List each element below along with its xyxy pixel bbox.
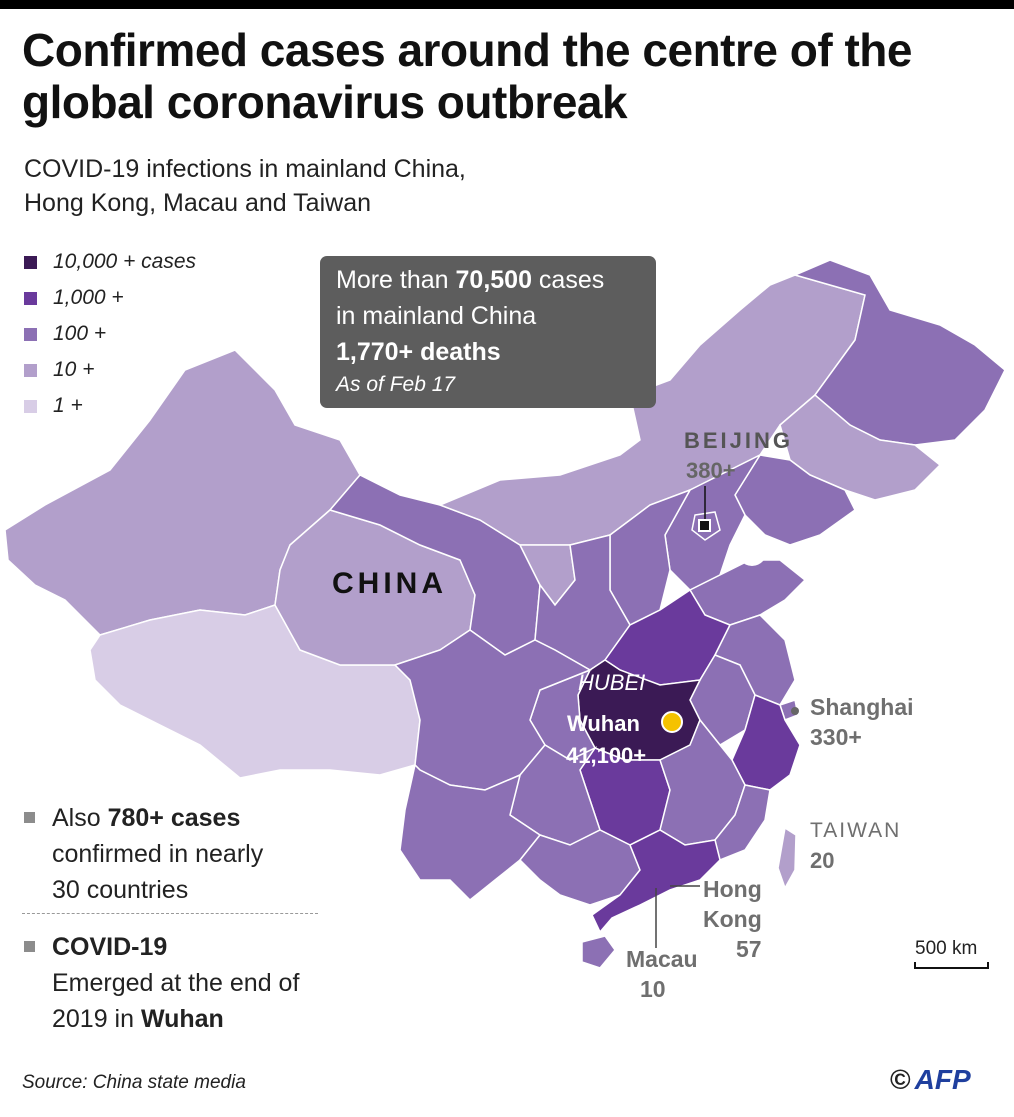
label-wuhan: Wuhan — [567, 711, 640, 736]
note-heading: COVID-19 — [52, 929, 372, 965]
note-bullet — [24, 941, 35, 952]
note-line: Emerged at the end of — [52, 969, 300, 997]
label-hongkong-1: Hong — [703, 876, 762, 902]
legend-label: 10 + — [53, 358, 95, 381]
subtitle-line-1: COVID-19 infections in mainland China, — [24, 155, 466, 183]
label-china: CHINA — [332, 567, 447, 600]
legend-item-10000: 10,000 + cases — [24, 244, 196, 280]
legend-swatch — [24, 291, 37, 305]
region-guangdong — [591, 829, 721, 934]
note-line: 30 countries — [52, 876, 189, 904]
note-text: 2019 in — [52, 1005, 141, 1033]
legend-swatch — [24, 363, 37, 377]
beijing-marker — [698, 519, 711, 532]
legend-swatch — [24, 327, 37, 341]
afp-logo: AFP — [914, 1064, 971, 1095]
scale-label: 500 km — [915, 938, 978, 959]
region-hainan — [581, 935, 616, 969]
note-line: Also 780+ cases — [52, 800, 372, 836]
label-taiwan: TAIWAN — [810, 819, 902, 842]
callout-text: More than — [336, 266, 456, 294]
legend-item-10: 10 + — [24, 352, 196, 388]
afp-credit: © AFP — [890, 1064, 971, 1096]
bohai-sea — [736, 530, 768, 566]
callout-case-count: 70,500 — [455, 266, 532, 294]
callout-text: cases — [531, 266, 605, 294]
note-line: 2019 in Wuhan — [52, 1001, 372, 1037]
source-note: Source: China state media — [22, 1072, 246, 1093]
label-hubei: HUBEI — [578, 670, 646, 695]
subtitle: COVID-19 infections in mainland China, H… — [24, 152, 584, 220]
scale-bar — [914, 962, 989, 969]
label-beijing: BEIJING — [684, 428, 794, 453]
label-macau: Macau — [626, 946, 698, 972]
note-origin: COVID-19 Emerged at the end of 2019 in W… — [52, 929, 372, 1037]
label-hongkong-2: Kong — [703, 906, 762, 932]
region-heilongjiang — [792, 259, 1006, 446]
callout-date: As of Feb 17 — [336, 373, 456, 396]
copyright-symbol: © — [890, 1064, 911, 1095]
label-taiwan-count: 20 — [810, 848, 835, 873]
legend: 10,000 + cases 1,000 + 100 + 10 + 1 + — [24, 244, 196, 424]
shanghai-dot — [791, 707, 799, 715]
note-text: Also — [52, 804, 108, 832]
label-beijing-count: 380+ — [686, 458, 736, 483]
note-bold: Wuhan — [140, 1005, 224, 1033]
label-hongkong-count: 57 — [736, 936, 762, 962]
callout-line-2: in mainland China — [336, 302, 537, 330]
legend-item-1000: 1,000 + — [24, 280, 196, 316]
note-bold: 780+ cases — [107, 804, 241, 832]
legend-item-1: 1 + — [24, 388, 196, 424]
region-taiwan — [777, 826, 797, 890]
summary-callout: More than 70,500 cases in mainland China… — [320, 256, 656, 408]
legend-item-100: 100 + — [24, 316, 196, 352]
callout-line-1: More than 70,500 cases — [336, 262, 640, 298]
legend-label: 1,000 + — [53, 286, 124, 309]
note-bullet — [24, 812, 35, 823]
region-sichuan — [393, 629, 592, 791]
label-shanghai-count: 330+ — [810, 724, 862, 750]
note-international: Also 780+ cases confirmed in nearly 30 c… — [52, 800, 372, 908]
wuhan-dot — [661, 711, 683, 733]
legend-swatch — [24, 399, 37, 413]
legend-swatch — [24, 255, 37, 269]
page-title: Confirmed cases around the centre of the… — [22, 24, 912, 128]
top-bar — [0, 0, 1014, 9]
label-macau-count: 10 — [640, 976, 666, 1002]
label-shanghai: Shanghai — [810, 694, 914, 720]
region-fujian — [714, 784, 771, 862]
callout-deaths: 1,770+ deaths — [336, 338, 501, 366]
note-bold: COVID-19 — [52, 933, 168, 961]
legend-label: 1 + — [53, 394, 83, 417]
note-line: confirmed in nearly — [52, 840, 264, 868]
legend-label: 10,000 + cases — [53, 250, 197, 273]
legend-label: 100 + — [53, 322, 107, 345]
subtitle-line-2: Hong Kong, Macau and Taiwan — [24, 189, 371, 217]
note-divider — [22, 913, 318, 914]
label-wuhan-count: 41,100+ — [566, 743, 647, 768]
